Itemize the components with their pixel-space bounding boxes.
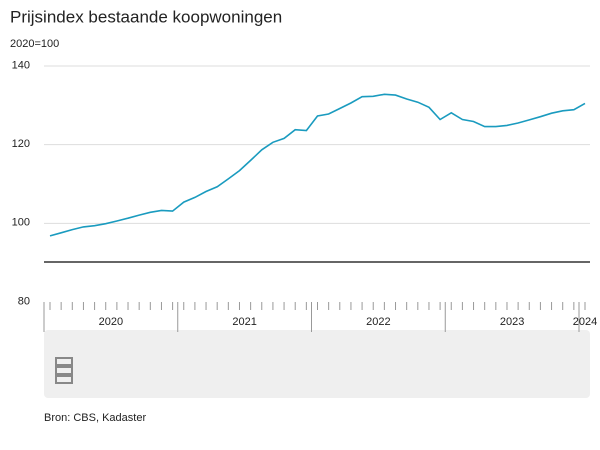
y-tick-label: 80: [18, 295, 30, 307]
y-tick-label: 100: [12, 217, 30, 229]
chart-title: Prijsindex bestaande koopwoningen: [10, 7, 282, 26]
footer-band: [44, 330, 590, 398]
line-series: [49, 93, 586, 237]
x-tick-label: 2020: [99, 316, 123, 328]
x-tick-label: 2023: [500, 316, 524, 328]
x-tick-label: 2024: [573, 316, 597, 328]
x-tick-label: 2022: [366, 316, 390, 328]
cbs-logo: [55, 357, 73, 384]
source: Bron: CBS, Kadaster: [44, 412, 146, 424]
chart-subtitle: 2020=100: [10, 38, 59, 50]
y-tick-label: 120: [12, 138, 30, 150]
x-tick-label: 2021: [232, 316, 256, 328]
y-tick-label: 140: [12, 59, 30, 71]
